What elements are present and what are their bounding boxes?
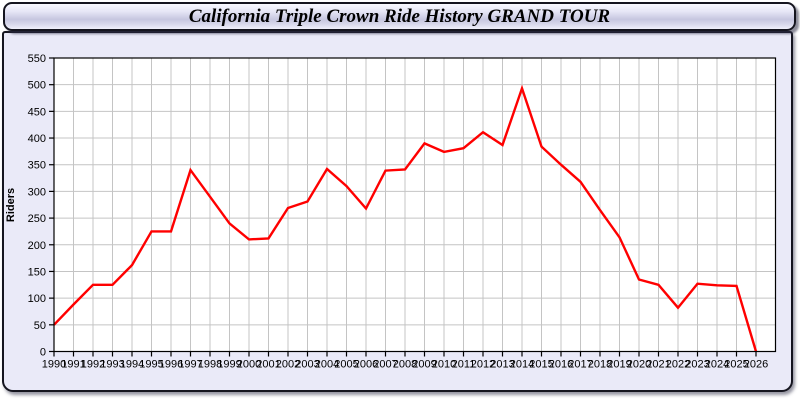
x-tick-label: 1999	[217, 359, 241, 371]
x-tick-label: 2026	[744, 359, 768, 371]
x-tick-label: 1990	[42, 359, 66, 371]
y-axis-ticks	[49, 57, 54, 353]
x-tick-label: 2014	[510, 359, 534, 371]
y-tick-label: 500	[28, 80, 46, 92]
y-tick-label: 150	[28, 266, 46, 278]
x-tick-label: 2000	[237, 359, 261, 371]
x-tick-label: 1997	[178, 359, 202, 371]
y-tick-label: 350	[28, 160, 46, 172]
x-axis-ticks	[53, 351, 757, 357]
x-tick-label: 2009	[412, 359, 436, 371]
x-tick-label: 2025	[724, 359, 748, 371]
y-tick-label: 250	[28, 213, 46, 225]
x-tick-label: 2006	[354, 359, 378, 371]
x-tick-label: 1991	[61, 359, 85, 371]
chart-gridlines	[54, 58, 776, 352]
x-tick-label: 2013	[490, 359, 514, 371]
y-axis-tick-labels: 0 50 100 150 200 250 300 350 400 450 500 550	[28, 53, 46, 359]
x-tick-label: 2011	[452, 359, 476, 371]
x-tick-label: 2008	[393, 359, 417, 371]
y-tick-label: 0	[40, 347, 46, 359]
title-bar: California Triple Crown Ride History GRA…	[3, 2, 796, 31]
x-tick-label: 2010	[432, 359, 456, 371]
x-tick-label: 2016	[549, 359, 573, 371]
x-tick-label: 2017	[568, 359, 592, 371]
x-tick-label: 1993	[100, 359, 124, 371]
series-line-riders	[53, 84, 758, 352]
riders-line-series	[53, 84, 758, 352]
x-tick-label: 2003	[295, 359, 319, 371]
y-tick-label: 550	[28, 53, 46, 65]
x-axis-tick-labels: 1990199119921993199419951996199719981999…	[42, 359, 768, 371]
y-tick-label: 400	[28, 133, 46, 145]
x-tick-label: 2001	[256, 359, 280, 371]
x-tick-label: 2007	[373, 359, 397, 371]
plot-background	[54, 58, 776, 352]
x-tick-label: 1996	[159, 359, 183, 371]
x-tick-label: 2021	[646, 359, 670, 371]
plot-frame	[53, 57, 777, 353]
x-tick-label: 2023	[685, 359, 709, 371]
x-tick-label: 2012	[471, 359, 495, 371]
y-tick-label: 50	[34, 320, 46, 332]
x-tick-label: 2022	[666, 359, 690, 371]
x-tick-label: 2002	[276, 359, 300, 371]
x-tick-label: 1995	[139, 359, 163, 371]
y-tick-label: 200	[28, 240, 46, 252]
x-tick-label: 2020	[627, 359, 651, 371]
y-axis-title: Riders	[5, 188, 17, 222]
x-tick-label: 2024	[705, 359, 729, 371]
x-tick-label: 1992	[81, 359, 105, 371]
x-tick-label: 2019	[607, 359, 631, 371]
y-tick-label: 450	[28, 106, 46, 118]
x-tick-label: 2015	[529, 359, 553, 371]
chart-panel: 0 50 100 150 200 250 300 350 400 450 500 550 1990 19…	[2, 31, 793, 392]
x-tick-label: 1998	[198, 359, 222, 371]
chart-title: California Triple Crown Ride History GRA…	[188, 5, 611, 27]
x-tick-label: 2005	[334, 359, 358, 371]
x-tick-label: 2004	[315, 359, 339, 371]
x-tick-label: 1994	[120, 359, 144, 371]
y-tick-label: 100	[28, 293, 46, 305]
y-tick-label: 300	[28, 186, 46, 198]
x-tick-label: 2018	[588, 359, 612, 371]
